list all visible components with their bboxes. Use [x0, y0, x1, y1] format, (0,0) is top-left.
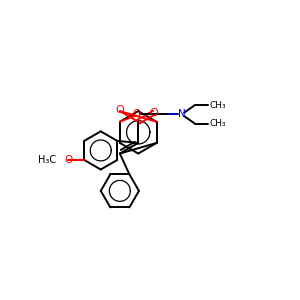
Text: O: O	[64, 155, 72, 165]
Text: O: O	[132, 110, 140, 119]
Text: O: O	[150, 108, 158, 118]
Text: CH₃: CH₃	[210, 100, 226, 109]
Text: N: N	[178, 110, 186, 119]
Text: CH₃: CH₃	[210, 119, 226, 128]
Text: H₃C: H₃C	[38, 155, 56, 165]
Text: O: O	[116, 105, 124, 115]
